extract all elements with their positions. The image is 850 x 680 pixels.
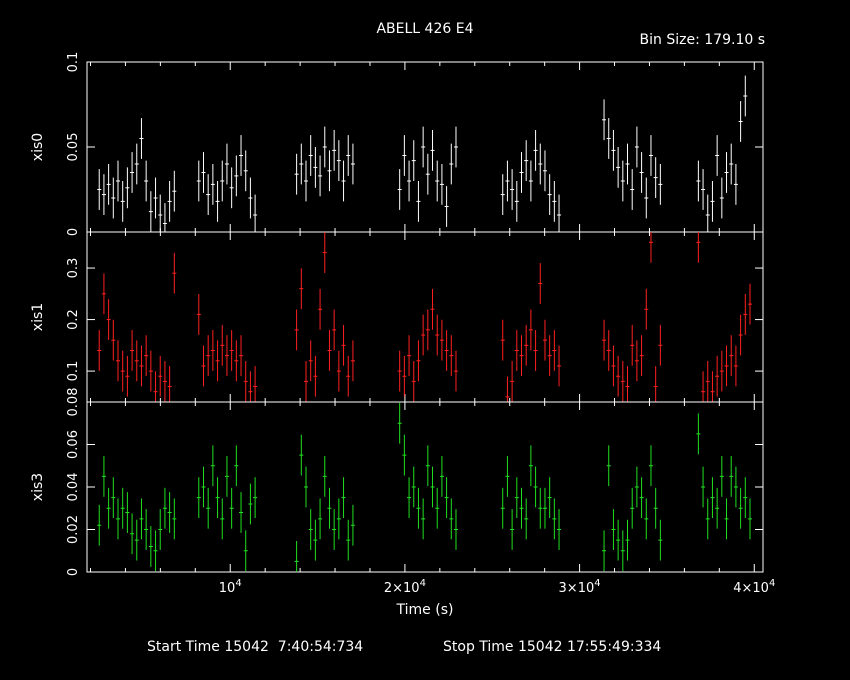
y-axis-label-xis0: xis0 [30,133,46,161]
x-axis-label: Time (s) [396,602,454,618]
y-tick-label: 0.1 [66,361,81,382]
y-tick-label: 0 [66,228,81,236]
x-tick-label: 104 [219,578,242,596]
panel-frame [86,231,764,403]
y-tick-label: 0.2 [66,309,81,330]
y-tick-label: 0.1 [66,52,81,73]
bin-size-label: Bin Size: 179.10 s [640,32,765,48]
panel-xis3: 0 0.02 0.04 0.06 0.08 xis3 [30,388,764,576]
panel-xis1: 0.1 0.2 0.3 xis1 [30,231,764,403]
panel-xis0: 0 0.05 0.1 xis0 [30,52,764,236]
y-tick-label: 0.08 [66,388,81,417]
y-tick-label: 0.04 [66,473,81,502]
x-tick-label: 4×104 [733,578,775,596]
y-axis-label-xis1: xis1 [30,303,46,331]
y-axis-label-xis3: xis3 [30,473,46,501]
chart-title: ABELL 426 E4 [376,21,473,37]
panel-frame [86,401,764,573]
y-tick-label: 0.02 [66,515,81,544]
y-tick-label: 0.06 [66,430,81,459]
start-time-label: Start Time 15042 7:40:54:734 [147,639,363,655]
stop-time-label: Stop Time 15042 17:55:49:334 [443,639,661,655]
x-axis: 104 2×104 3×104 4×104 [219,578,776,596]
panels-group: 0 0.05 0.1 xis0 0.1 0.2 0.3 xis1 0 0.02 0.04 0.06 0.… [30,52,764,576]
y-tick-label: 0.05 [66,133,81,162]
y-tick-label: 0.3 [66,258,81,279]
x-tick-label: 3×104 [559,578,601,596]
x-tick-label: 2×104 [384,578,426,596]
y-tick-label: 0 [66,568,81,576]
